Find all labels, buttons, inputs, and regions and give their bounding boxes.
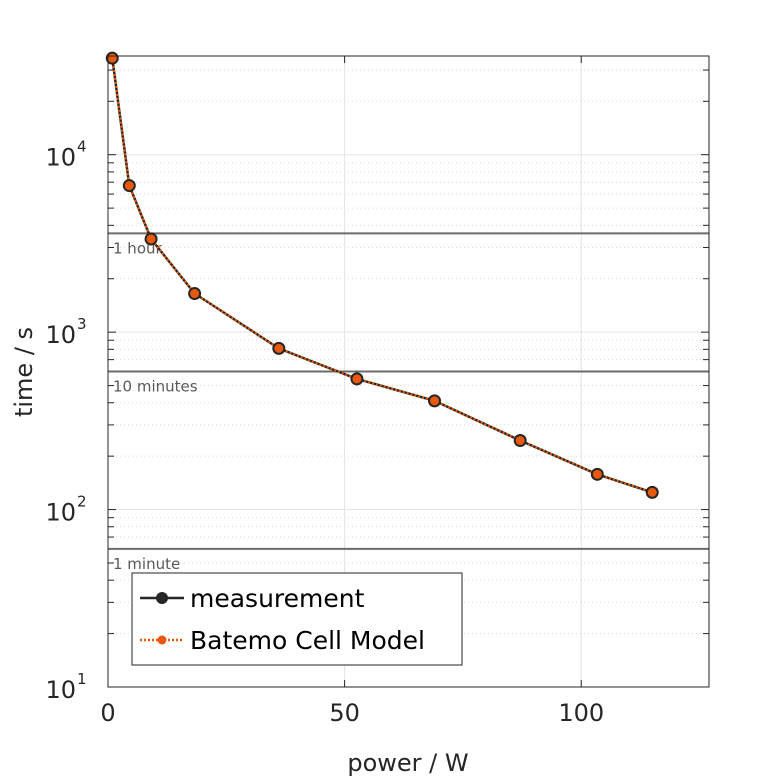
data-point-model bbox=[592, 469, 602, 479]
reference-line-label: 10 minutes bbox=[113, 378, 198, 396]
legend-marker-measurement bbox=[156, 592, 168, 604]
x-tick-label: 100 bbox=[558, 699, 604, 727]
y-tick-exponent: 1 bbox=[77, 670, 87, 688]
data-point-model bbox=[190, 289, 200, 299]
series-line-model bbox=[111, 58, 653, 494]
data-point-model bbox=[274, 343, 284, 353]
data-point-model bbox=[124, 181, 134, 191]
y-tick-exponent: 2 bbox=[77, 493, 87, 511]
y-tick-label: 10 bbox=[45, 144, 76, 172]
plot-frame bbox=[107, 55, 710, 688]
data-point-model bbox=[146, 234, 156, 244]
reference-line-label: 1 minute bbox=[113, 555, 180, 573]
legend-label-model: Batemo Cell Model bbox=[190, 626, 425, 655]
data-point-model bbox=[515, 436, 525, 446]
x-tick-label: 50 bbox=[329, 699, 360, 727]
y-tick-exponent: 4 bbox=[77, 138, 87, 156]
x-tick-label: 0 bbox=[100, 699, 115, 727]
x-tick-labels: 0 50 100 bbox=[100, 699, 604, 727]
legend-box bbox=[131, 572, 463, 666]
x-axis-title: power / W bbox=[347, 749, 468, 777]
y-tick-label: 10 bbox=[45, 676, 76, 704]
y-tick-exponent: 3 bbox=[77, 315, 87, 333]
y-tick-label: 10 bbox=[45, 321, 76, 349]
legend: measurement Batemo Cell Model bbox=[131, 572, 463, 666]
data-point-model bbox=[430, 396, 440, 406]
legend-label-measurement: measurement bbox=[190, 584, 365, 613]
minor-grid bbox=[108, 69, 709, 635]
data-point-model bbox=[352, 374, 362, 384]
y-axis-title: time / s bbox=[10, 327, 38, 417]
axis-ticks bbox=[107, 56, 709, 688]
legend-marker-model bbox=[157, 635, 167, 645]
data-point-model bbox=[647, 487, 657, 497]
data-point-model bbox=[107, 53, 117, 63]
series-layer bbox=[105, 51, 659, 499]
y-tick-label: 10 bbox=[45, 499, 76, 527]
